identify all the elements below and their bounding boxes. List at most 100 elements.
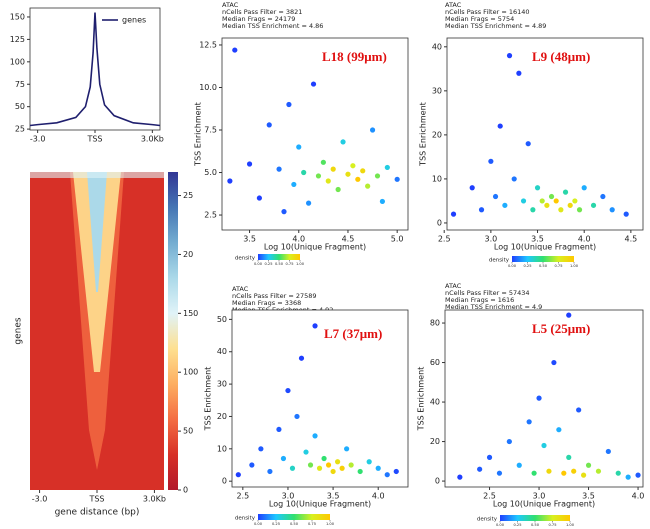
point [488, 158, 494, 164]
point [581, 472, 587, 478]
point [609, 207, 615, 213]
point [393, 468, 399, 475]
header-line: ATAC [222, 1, 239, 9]
point [286, 101, 292, 108]
point [394, 176, 400, 182]
point [246, 161, 253, 167]
point [546, 468, 552, 474]
point [520, 198, 527, 204]
point [379, 198, 386, 205]
x-axis-label: Log 10(Unique Fragment) [493, 500, 595, 509]
header-line: Median Frags = 24179 [222, 15, 295, 23]
point [227, 178, 233, 184]
x-tick-label: 3.0 [484, 235, 497, 244]
colorbar [168, 172, 178, 490]
point [258, 446, 264, 452]
point [315, 173, 322, 179]
density-tick-label: 1.00 [296, 262, 305, 266]
y-tick-label: 80 [430, 319, 440, 328]
point [567, 202, 573, 208]
y-tick-label: 50 [217, 315, 227, 324]
point [296, 144, 302, 150]
point [526, 419, 532, 425]
y-tick-label: 10 [217, 444, 227, 453]
y-axis-label: TSS Enrichment [194, 102, 203, 167]
y-tick-label: 25 [15, 125, 25, 134]
x-tick-label: -3.0 [32, 495, 48, 504]
x-tick-label: 3.5 [327, 492, 340, 501]
point [492, 193, 499, 200]
point [457, 474, 463, 480]
x-tick-label: TSS [88, 495, 104, 504]
point [339, 465, 345, 471]
density-label: density [489, 258, 510, 264]
y-tick-label: 0 [437, 218, 442, 227]
point [553, 198, 559, 204]
point [375, 465, 381, 471]
colorbar-tick-label: 150 [183, 309, 198, 318]
point [335, 459, 341, 465]
colorbar-tick-label: 20 [183, 250, 193, 259]
point [551, 359, 557, 366]
point [267, 468, 273, 475]
y-axis-label: TSS Enrichment [417, 367, 426, 432]
point [506, 438, 512, 445]
x-tick-label: 2.5 [438, 235, 451, 244]
x-axis-label: Log 10(Unique Fragment) [494, 243, 596, 252]
x-tick-label: 3.5 [531, 235, 544, 244]
header-line: ATAC [445, 1, 462, 9]
y-axis-label: TSS Enrichment [419, 102, 428, 167]
point [572, 198, 578, 204]
y-tick-label: 12.5 [199, 40, 217, 49]
density-tick-label: 0.75 [308, 522, 316, 526]
point [450, 211, 457, 217]
point [360, 168, 366, 174]
x-tick-label: 3.0 [533, 492, 546, 501]
x-tick-label: 3.5 [582, 492, 595, 501]
density-tick-label: 1.00 [326, 522, 335, 526]
point [558, 207, 564, 213]
y-tick-label: 20 [217, 412, 227, 421]
density-label: density [235, 256, 256, 262]
header-line: nCells Pass Filter = 16140 [445, 8, 530, 16]
y-tick-label: 75 [15, 80, 25, 89]
density-colorbar [500, 515, 570, 521]
header-line: ATAC [232, 285, 249, 293]
x-tick-label: 3.5 [243, 235, 256, 244]
plot-frame [446, 37, 644, 231]
point [635, 472, 641, 478]
point [310, 81, 317, 87]
point [625, 474, 631, 480]
point [556, 427, 562, 433]
y-tick-label: 30 [432, 86, 442, 95]
header-line: Median Frags = 3368 [232, 299, 301, 307]
point [340, 139, 346, 145]
point [330, 468, 336, 475]
point [534, 185, 541, 191]
point [285, 387, 291, 394]
header-line: Median Frags = 1616 [445, 296, 514, 304]
point [276, 166, 282, 172]
x-tick-label: 2.5 [236, 492, 249, 501]
header-line: nCells Pass Filter = 57434 [445, 289, 530, 297]
point [539, 198, 545, 204]
y-tick-label: 30 [217, 380, 227, 389]
point [312, 433, 318, 439]
y-tick-label: 100 [10, 57, 25, 66]
x-tick-label: 3.0Kb [143, 495, 166, 504]
density-colorbar [258, 254, 300, 260]
y-tick-label: 60 [430, 358, 440, 367]
point [232, 47, 238, 53]
x-tick-label: 3.0Kb [141, 135, 164, 144]
density-tick-label: 0.25 [513, 523, 521, 527]
point [502, 202, 508, 208]
density-tick-label: 1.00 [570, 264, 579, 268]
point [307, 462, 314, 468]
heatmap-top [30, 172, 164, 178]
y-tick-label: 150 [10, 12, 25, 21]
y-tick-label: 40 [432, 42, 442, 51]
point [249, 462, 255, 468]
y-tick-label: 50 [15, 102, 25, 111]
point [561, 470, 567, 476]
point [235, 472, 241, 478]
